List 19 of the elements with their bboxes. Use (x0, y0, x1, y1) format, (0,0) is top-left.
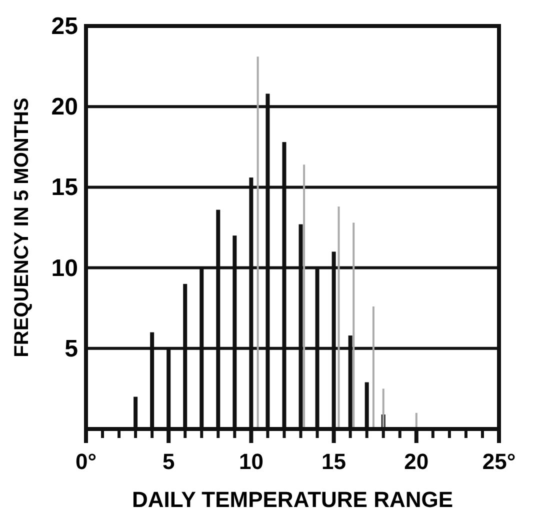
x-tick-label: 15 (322, 449, 346, 474)
x-axis-title: DAILY TEMPERATURE RANGE (132, 487, 454, 512)
x-tick-label: 5 (162, 449, 175, 474)
y-tick-label: 20 (51, 94, 78, 121)
bar (372, 306, 374, 429)
x-tick-label: 10 (238, 449, 264, 474)
bar (256, 56, 259, 429)
y-tick-label: 10 (51, 254, 78, 282)
y-tick-label: 5 (64, 335, 78, 362)
x-tick-label: 0° (75, 449, 97, 474)
y-tick-label: 25 (51, 13, 78, 40)
bar (303, 164, 306, 429)
bar (338, 206, 340, 429)
bar (352, 222, 355, 429)
bar (382, 388, 384, 429)
x-tick-label: 20 (404, 449, 429, 474)
y-tick-label: 15 (51, 174, 78, 202)
x-tick-label: 25° (482, 449, 516, 474)
y-axis-title: FREQUENCY IN 5 MONTHS (11, 98, 33, 358)
